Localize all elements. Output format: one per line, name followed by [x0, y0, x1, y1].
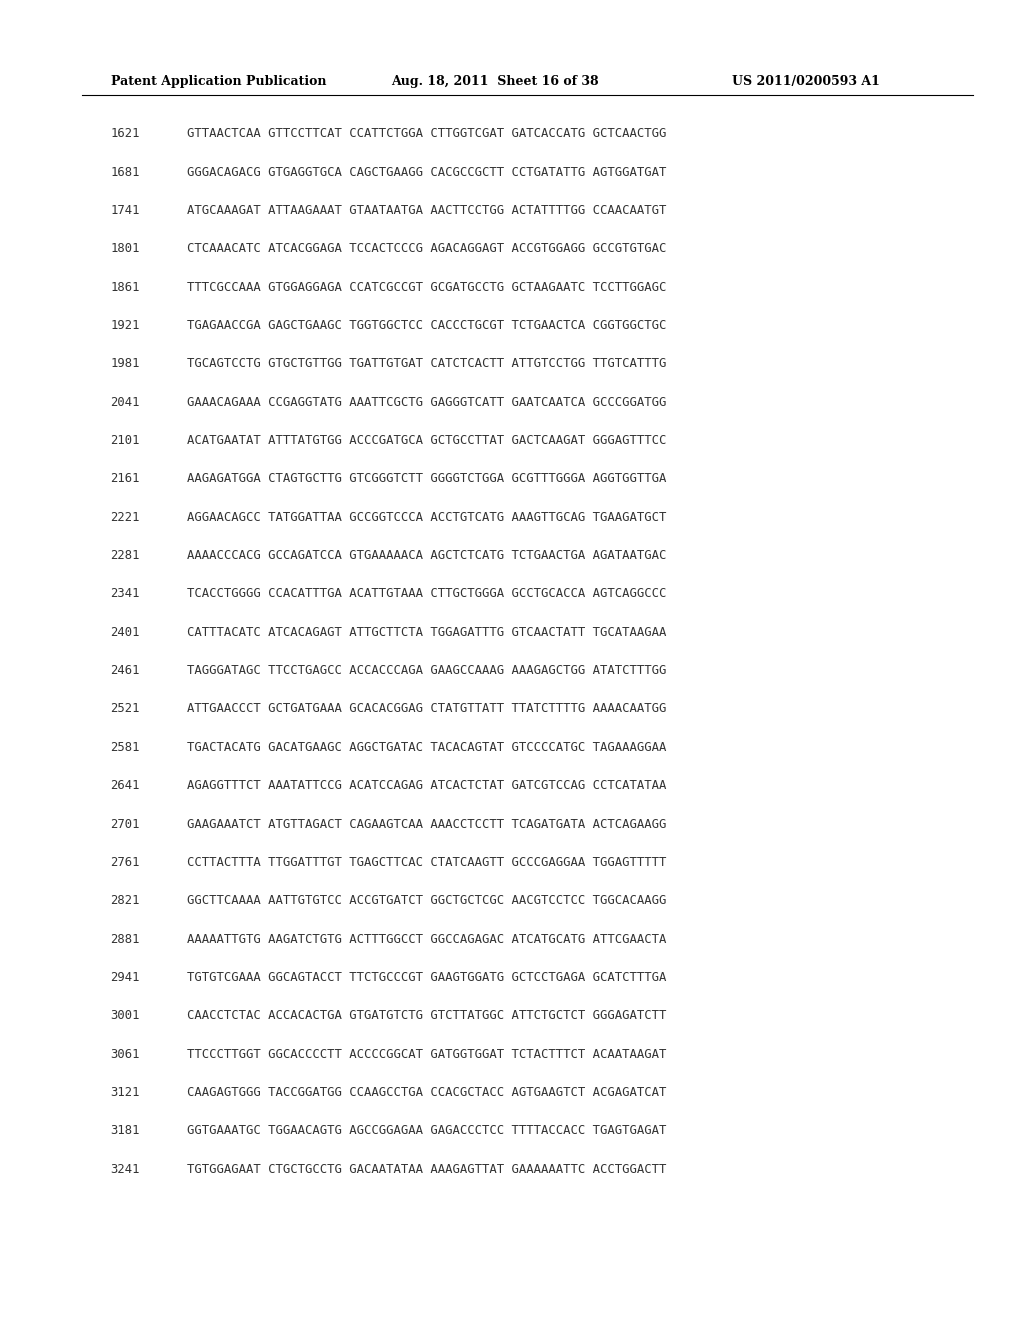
Text: TCACCTGGGG CCACATTTGA ACATTGTAAA CTTGCTGGGA GCCTGCACCA AGTCAGGCCC: TCACCTGGGG CCACATTTGA ACATTGTAAA CTTGCTG…: [187, 587, 667, 601]
Text: 2101: 2101: [111, 434, 140, 447]
Text: TGAGAACCGA GAGCTGAAGC TGGTGGCTCC CACCCTGCGT TCTGAACTCA CGGTGGCTGC: TGAGAACCGA GAGCTGAAGC TGGTGGCTCC CACCCTG…: [187, 319, 667, 333]
Text: 1741: 1741: [111, 205, 140, 216]
Text: GAAGAAATCT ATGTTAGACT CAGAAGTCAA AAACCTCCTT TCAGATGATA ACTCAGAAGG: GAAGAAATCT ATGTTAGACT CAGAAGTCAA AAACCTC…: [187, 817, 667, 830]
Text: TTCCCTTGGT GGCACCCCTT ACCCCGGCAT GATGGTGGAT TCTACTTTCT ACAATAAGAT: TTCCCTTGGT GGCACCCCTT ACCCCGGCAT GATGGTG…: [187, 1048, 667, 1060]
Text: AAAACCCACG GCCAGATCCA GTGAAAAACA AGCTCTCATG TCTGAACTGA AGATAATGAC: AAAACCCACG GCCAGATCCA GTGAAAAACA AGCTCTC…: [187, 549, 667, 562]
Text: ATGCAAAGAT ATTAAGAAAT GTAATAATGA AACTTCCTGG ACTATTTTGG CCAACAATGT: ATGCAAAGAT ATTAAGAAAT GTAATAATGA AACTTCC…: [187, 205, 667, 216]
Text: 2161: 2161: [111, 473, 140, 486]
Text: TAGGGATAGC TTCCTGAGCC ACCACCCAGA GAAGCCAAAG AAAGAGCTGG ATATCTTTGG: TAGGGATAGC TTCCTGAGCC ACCACCCAGA GAAGCCA…: [187, 664, 667, 677]
Text: GGGACAGACG GTGAGGTGCA CAGCTGAAGG CACGCCGCTT CCTGATATTG AGTGGATGAT: GGGACAGACG GTGAGGTGCA CAGCTGAAGG CACGCCG…: [187, 165, 667, 178]
Text: 3001: 3001: [111, 1010, 140, 1022]
Text: 2461: 2461: [111, 664, 140, 677]
Text: GGCTTCAAAA AATTGTGTCC ACCGTGATCT GGCTGCTCGC AACGTCCTCC TGGCACAAGG: GGCTTCAAAA AATTGTGTCC ACCGTGATCT GGCTGCT…: [187, 894, 667, 907]
Text: TGTGTCGAAA GGCAGTACCT TTCTGCCCGT GAAGTGGATG GCTCCTGAGA GCATCTTTGA: TGTGTCGAAA GGCAGTACCT TTCTGCCCGT GAAGTGG…: [187, 972, 667, 983]
Text: CAACCTCTAC ACCACACTGA GTGATGTCTG GTCTTATGGC ATTCTGCTCT GGGAGATCTT: CAACCTCTAC ACCACACTGA GTGATGTCTG GTCTTAT…: [187, 1010, 667, 1022]
Text: Patent Application Publication: Patent Application Publication: [111, 75, 326, 88]
Text: TGTGGAGAAT CTGCTGCCTG GACAATATAA AAAGAGTTAT GAAAAAATTC ACCTGGACTT: TGTGGAGAAT CTGCTGCCTG GACAATATAA AAAGAGT…: [187, 1163, 667, 1176]
Text: GGTGAAATGC TGGAACAGTG AGCCGGAGAA GAGACCCTCC TTTTACCACC TGAGTGAGAT: GGTGAAATGC TGGAACAGTG AGCCGGAGAA GAGACCC…: [187, 1125, 667, 1138]
Text: 2221: 2221: [111, 511, 140, 524]
Text: AAAAATTGTG AAGATCTGTG ACTTTGGCCT GGCCAGAGAC ATCATGCATG ATTCGAACTA: AAAAATTGTG AAGATCTGTG ACTTTGGCCT GGCCAGA…: [187, 932, 667, 945]
Text: 1981: 1981: [111, 358, 140, 371]
Text: 3121: 3121: [111, 1086, 140, 1100]
Text: 3241: 3241: [111, 1163, 140, 1176]
Text: 2941: 2941: [111, 972, 140, 983]
Text: 3061: 3061: [111, 1048, 140, 1060]
Text: 2701: 2701: [111, 817, 140, 830]
Text: GAAACAGAAA CCGAGGTATG AAATTCGCTG GAGGGTCATT GAATCAATCA GCCCGGATGG: GAAACAGAAA CCGAGGTATG AAATTCGCTG GAGGGTC…: [187, 396, 667, 409]
Text: 2761: 2761: [111, 855, 140, 869]
Text: ATTGAACCCT GCTGATGAAA GCACACGGAG CTATGTTATT TTATCTTTTG AAAACAATGG: ATTGAACCCT GCTGATGAAA GCACACGGAG CTATGTT…: [187, 702, 667, 715]
Text: 2041: 2041: [111, 396, 140, 409]
Text: AGAGGTTTCT AAATATTCCG ACATCCAGAG ATCACTCTAT GATCGTCCAG CCTCATATAA: AGAGGTTTCT AAATATTCCG ACATCCAGAG ATCACTC…: [187, 779, 667, 792]
Text: 2281: 2281: [111, 549, 140, 562]
Text: 1861: 1861: [111, 281, 140, 293]
Text: 1921: 1921: [111, 319, 140, 333]
Text: 1801: 1801: [111, 243, 140, 255]
Text: GTTAACTCAA GTTCCTTCAT CCATTCTGGA CTTGGTCGAT GATCACCATG GCTCAACTGG: GTTAACTCAA GTTCCTTCAT CCATTCTGGA CTTGGTC…: [187, 127, 667, 140]
Text: TTTCGCCAAA GTGGAGGAGA CCATCGCCGT GCGATGCCTG GCTAAGAATC TCCTTGGAGC: TTTCGCCAAA GTGGAGGAGA CCATCGCCGT GCGATGC…: [187, 281, 667, 293]
Text: 1681: 1681: [111, 165, 140, 178]
Text: Aug. 18, 2011  Sheet 16 of 38: Aug. 18, 2011 Sheet 16 of 38: [391, 75, 599, 88]
Text: TGACTACATG GACATGAAGC AGGCTGATAC TACACAGTAT GTCCCCATGC TAGAAAGGAA: TGACTACATG GACATGAAGC AGGCTGATAC TACACAG…: [187, 741, 667, 754]
Text: ACATGAATAT ATTTATGTGG ACCCGATGCA GCTGCCTTAT GACTCAAGAT GGGAGTTTCC: ACATGAATAT ATTTATGTGG ACCCGATGCA GCTGCCT…: [187, 434, 667, 447]
Text: CCTTACTTTA TTGGATTTGT TGAGCTTCAC CTATCAAGTT GCCCGAGGAA TGGAGTTTTT: CCTTACTTTA TTGGATTTGT TGAGCTTCAC CTATCAA…: [187, 855, 667, 869]
Text: 2401: 2401: [111, 626, 140, 639]
Text: 1621: 1621: [111, 127, 140, 140]
Text: AAGAGATGGA CTAGTGCTTG GTCGGGTCTT GGGGTCTGGA GCGTTTGGGA AGGTGGTTGA: AAGAGATGGA CTAGTGCTTG GTCGGGTCTT GGGGTCT…: [187, 473, 667, 486]
Text: CAAGAGTGGG TACCGGATGG CCAAGCCTGA CCACGCTACC AGTGAAGTCT ACGAGATCAT: CAAGAGTGGG TACCGGATGG CCAAGCCTGA CCACGCT…: [187, 1086, 667, 1100]
Text: 2641: 2641: [111, 779, 140, 792]
Text: US 2011/0200593 A1: US 2011/0200593 A1: [732, 75, 880, 88]
Text: AGGAACAGCC TATGGATTAA GCCGGTCCCA ACCTGTCATG AAAGTTGCAG TGAAGATGCT: AGGAACAGCC TATGGATTAA GCCGGTCCCA ACCTGTC…: [187, 511, 667, 524]
Text: 3181: 3181: [111, 1125, 140, 1138]
Text: 2581: 2581: [111, 741, 140, 754]
Text: 2821: 2821: [111, 894, 140, 907]
Text: TGCAGTCCTG GTGCTGTTGG TGATTGTGAT CATCTCACTT ATTGTCCTGG TTGTCATTTG: TGCAGTCCTG GTGCTGTTGG TGATTGTGAT CATCTCA…: [187, 358, 667, 371]
Text: CTCAAACATC ATCACGGAGA TCCACTCCCG AGACAGGAGT ACCGTGGAGG GCCGTGTGAC: CTCAAACATC ATCACGGAGA TCCACTCCCG AGACAGG…: [187, 243, 667, 255]
Text: CATTTACATC ATCACAGAGT ATTGCTTCTA TGGAGATTTG GTCAACTATT TGCATAAGAA: CATTTACATC ATCACAGAGT ATTGCTTCTA TGGAGAT…: [187, 626, 667, 639]
Text: 2881: 2881: [111, 932, 140, 945]
Text: 2341: 2341: [111, 587, 140, 601]
Text: 2521: 2521: [111, 702, 140, 715]
